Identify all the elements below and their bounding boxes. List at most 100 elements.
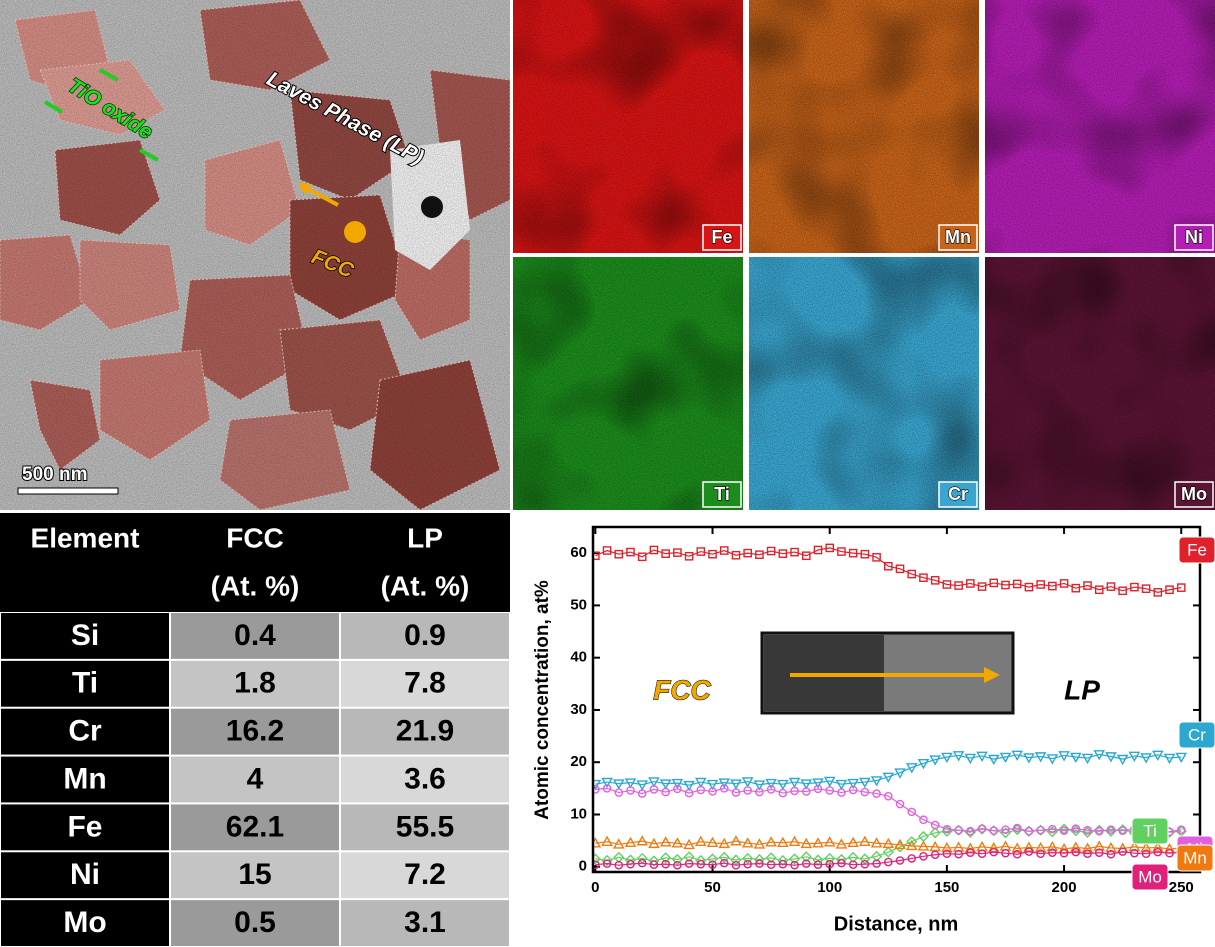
marker <box>954 849 963 859</box>
plot-area <box>593 543 1188 870</box>
marker <box>801 787 811 796</box>
marker <box>883 791 893 801</box>
marker <box>966 579 975 588</box>
marker <box>636 780 649 791</box>
marker <box>661 859 670 869</box>
value-cell: 4 <box>247 762 264 795</box>
marker <box>695 777 707 789</box>
marker <box>966 848 975 857</box>
marker <box>987 754 1000 766</box>
cell-bg <box>341 756 509 803</box>
marker <box>636 835 649 846</box>
marker <box>837 858 846 868</box>
marker <box>823 836 836 847</box>
marker <box>848 785 858 795</box>
map-grain <box>985 0 1215 253</box>
marker <box>614 549 624 559</box>
map-label-bg <box>938 481 978 508</box>
marker <box>942 824 952 834</box>
map-grain <box>749 0 979 253</box>
marker <box>673 784 682 794</box>
marker <box>696 547 706 556</box>
legend-tag <box>1178 721 1215 749</box>
marker <box>684 551 694 561</box>
legend-tag <box>1131 863 1169 891</box>
marker <box>790 860 799 870</box>
marker <box>989 847 999 857</box>
header-cell: Element <box>31 522 140 553</box>
marker <box>964 753 977 765</box>
marker <box>601 835 613 846</box>
marker <box>812 837 824 848</box>
x-tick-label: 100 <box>817 879 842 896</box>
marker <box>1081 753 1094 765</box>
value-cell: 3.6 <box>404 762 446 795</box>
marker <box>788 835 801 846</box>
marker <box>872 789 881 798</box>
marker <box>743 786 752 795</box>
marker <box>894 838 906 850</box>
legend-label: Mo <box>1138 867 1162 886</box>
marker <box>593 860 600 869</box>
marker <box>593 551 600 561</box>
marker <box>659 836 672 847</box>
marker <box>847 778 859 790</box>
marker <box>1152 841 1164 852</box>
marker <box>741 837 754 848</box>
legend-tag <box>1178 536 1215 564</box>
marker <box>614 860 624 870</box>
marker <box>883 561 893 571</box>
marker <box>800 837 813 849</box>
cell-bg <box>1 804 169 851</box>
marker <box>637 858 647 868</box>
marker <box>695 835 707 846</box>
arrow <box>139 148 159 162</box>
marker <box>942 849 952 859</box>
marker <box>835 838 848 849</box>
marker <box>648 777 660 788</box>
marker <box>929 755 941 766</box>
element-cell: Cr <box>68 715 102 748</box>
marker <box>755 859 764 868</box>
marker <box>637 789 647 798</box>
cell-bg <box>341 660 509 707</box>
marker <box>895 856 905 865</box>
header-cell: (At. %) <box>381 570 470 601</box>
marker <box>837 788 846 797</box>
arrow <box>303 185 339 207</box>
value-cell: 16.2 <box>226 715 284 748</box>
marker <box>860 859 870 869</box>
marker <box>977 849 987 859</box>
legend-label: Cr <box>1188 725 1206 744</box>
scale-label: 500 nm <box>22 464 87 485</box>
marker <box>1046 754 1059 765</box>
marker <box>730 854 742 866</box>
marker <box>905 839 918 851</box>
marker <box>683 838 695 850</box>
map-label: Fe <box>711 227 732 247</box>
element-cell: Ti <box>72 667 98 700</box>
inset-arrowhead <box>984 667 1000 683</box>
marker <box>860 787 870 797</box>
line-profile: FCC LP Distance, nm Atomic concentration… <box>513 513 1215 947</box>
marker <box>1094 585 1104 595</box>
marker <box>1140 841 1152 853</box>
marker <box>673 548 682 557</box>
marker <box>1093 840 1106 851</box>
marker <box>882 837 895 849</box>
cell-bg <box>1 852 169 899</box>
marker <box>883 857 893 867</box>
value-cell: 1.8 <box>234 667 276 700</box>
marker <box>966 826 975 836</box>
oxide-arrows <box>43 68 159 162</box>
marker <box>649 860 659 869</box>
marker <box>765 852 777 864</box>
y-tick-label: 0 <box>579 858 587 875</box>
marker <box>1094 848 1104 857</box>
value-cell: 62.1 <box>226 810 284 843</box>
marker <box>695 854 707 867</box>
marker <box>941 841 953 853</box>
marker <box>1130 582 1139 592</box>
marker <box>800 851 812 863</box>
